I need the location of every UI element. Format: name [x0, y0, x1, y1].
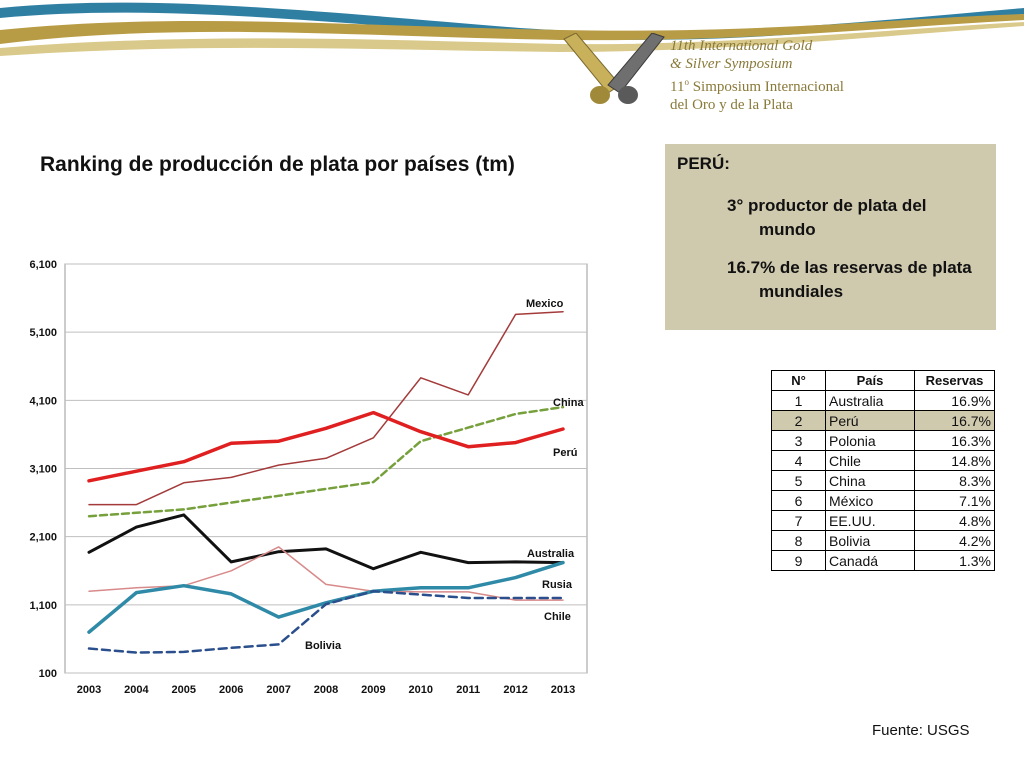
row-number: 3: [771, 430, 826, 451]
row-country: México: [825, 490, 915, 511]
series-line-0: [88, 310, 564, 506]
series-label: Chile: [544, 611, 571, 623]
x-tick-label: 2009: [361, 684, 385, 696]
header-banner: [0, 2, 1024, 56]
source-note: Fuente: USGS: [872, 722, 970, 739]
gold-swoosh: [0, 14, 1024, 44]
x-tick-label: 2011: [456, 684, 480, 696]
row-reserves: 8.3%: [914, 470, 995, 491]
table-row: 8 Bolivia 4.2%: [771, 530, 995, 551]
row-country: Australia: [825, 390, 915, 411]
y-tick-label: 3,100: [29, 464, 57, 476]
symposium-line-1: 11th International Gold: [670, 38, 813, 54]
series-label: Australia: [527, 548, 575, 560]
table-row: 2 Perú 16.7%: [771, 410, 995, 431]
row-number: 6: [771, 490, 826, 511]
series-line-6: [87, 589, 565, 654]
light-gold-swoosh: [0, 22, 1024, 56]
series-label: Mexico: [526, 298, 564, 310]
series-line-3: [87, 513, 565, 571]
row-country: Chile: [825, 450, 915, 471]
row-reserves: 4.2%: [914, 530, 995, 551]
x-tick-label: 2008: [314, 684, 338, 696]
x-tick-label: 2013: [551, 684, 575, 696]
symposium-line-4: del Oro y de la Plata: [670, 97, 793, 113]
row-reserves: 16.9%: [914, 390, 995, 411]
y-tick-label: 2,100: [29, 532, 57, 544]
header-number: N°: [771, 370, 826, 391]
chart-title: Ranking de producción de plata por paíse…: [40, 153, 515, 176]
symposium-line-3-rest: Simposium Internacional: [688, 79, 844, 95]
info-heading: PERÚ:: [677, 154, 730, 173]
symposium-name: 11th International Gold & Silver Symposi…: [670, 37, 844, 114]
header-reserves: Reservas: [914, 370, 995, 391]
info-point-1-b: mundo: [759, 220, 816, 239]
reserves-table: N° País Reservas 1 Australia 16.9% 2 Perú 16.…: [771, 370, 995, 571]
series-line-4: [88, 546, 564, 601]
series-line-5: [87, 560, 565, 634]
row-number: 2: [771, 410, 826, 431]
silver-production-chart: 100 1,100 2,100 3,100 4,100 5,100 6,100 2003 200…: [29, 259, 588, 696]
row-number: 7: [771, 510, 826, 531]
row-country: Bolivia: [825, 530, 915, 551]
x-tick-label: 2005: [172, 684, 196, 696]
x-tick-label: 2012: [503, 684, 527, 696]
series-line-2: [87, 410, 565, 483]
y-tick-label: 4,100: [29, 395, 57, 407]
series-line-1: [87, 405, 565, 518]
info-point-1: 3° productor de plata del mundo: [677, 194, 984, 242]
series-label: Rusia: [542, 579, 573, 591]
header-country: País: [825, 370, 915, 391]
row-number: 8: [771, 530, 826, 551]
row-reserves: 4.8%: [914, 510, 995, 531]
symposium-line-2: & Silver Symposium: [670, 56, 793, 72]
symposium-line-3: 11o Simposium Internacional: [670, 73, 844, 96]
info-point-2: 16.7% de las reservas de plata mundiales: [677, 256, 984, 304]
table-row: 6 México 7.1%: [771, 490, 995, 511]
symposium-logo-icon: [563, 33, 665, 104]
reserves-table-header: N° País Reservas: [771, 370, 995, 391]
row-country: Polonia: [825, 430, 915, 451]
row-country: China: [825, 470, 915, 491]
table-row: 7 EE.UU. 4.8%: [771, 510, 995, 531]
peru-info-box: PERÚ: 3° productor de plata del mundo 16…: [665, 144, 996, 330]
table-row: 5 China 8.3%: [771, 470, 995, 491]
row-reserves: 16.7%: [914, 410, 995, 431]
y-tick-label: 5,100: [29, 327, 57, 339]
row-reserves: 7.1%: [914, 490, 995, 511]
row-reserves: 14.8%: [914, 450, 995, 471]
row-country: Perú: [825, 410, 915, 431]
series-label: China: [553, 397, 584, 409]
table-row: 3 Polonia 16.3%: [771, 430, 995, 451]
y-tick-label: 1,100: [29, 600, 57, 612]
table-row: 9 Canadá 1.3%: [771, 550, 995, 571]
symposium-line-3-num: 11: [670, 79, 685, 95]
row-number: 9: [771, 550, 826, 571]
row-reserves: 16.3%: [914, 430, 995, 451]
row-reserves: 1.3%: [914, 550, 995, 571]
x-tick-label: 2003: [77, 684, 101, 696]
row-number: 4: [771, 450, 826, 471]
row-number: 5: [771, 470, 826, 491]
x-tick-label: 2004: [124, 684, 149, 696]
series-label: Bolivia: [305, 640, 342, 652]
info-point-2-a: 16.7% de las reservas de plata: [727, 258, 972, 277]
x-tick-label: 2007: [266, 684, 290, 696]
y-tick-label: 100: [39, 668, 57, 680]
row-country: EE.UU.: [825, 510, 915, 531]
y-tick-label: 6,100: [29, 259, 57, 271]
x-tick-label: 2010: [409, 684, 433, 696]
x-tick-label: 2006: [219, 684, 243, 696]
table-row: 4 Chile 14.8%: [771, 450, 995, 471]
info-point-2-b: mundiales: [759, 282, 844, 301]
info-point-1-a: 3° productor de plata del: [727, 196, 927, 215]
series-label: Perú: [553, 447, 577, 459]
symposium-line-3-sup: o: [684, 77, 689, 87]
row-number: 1: [771, 390, 826, 411]
row-country: Canadá: [825, 550, 915, 571]
table-row: 1 Australia 16.9%: [771, 390, 995, 411]
